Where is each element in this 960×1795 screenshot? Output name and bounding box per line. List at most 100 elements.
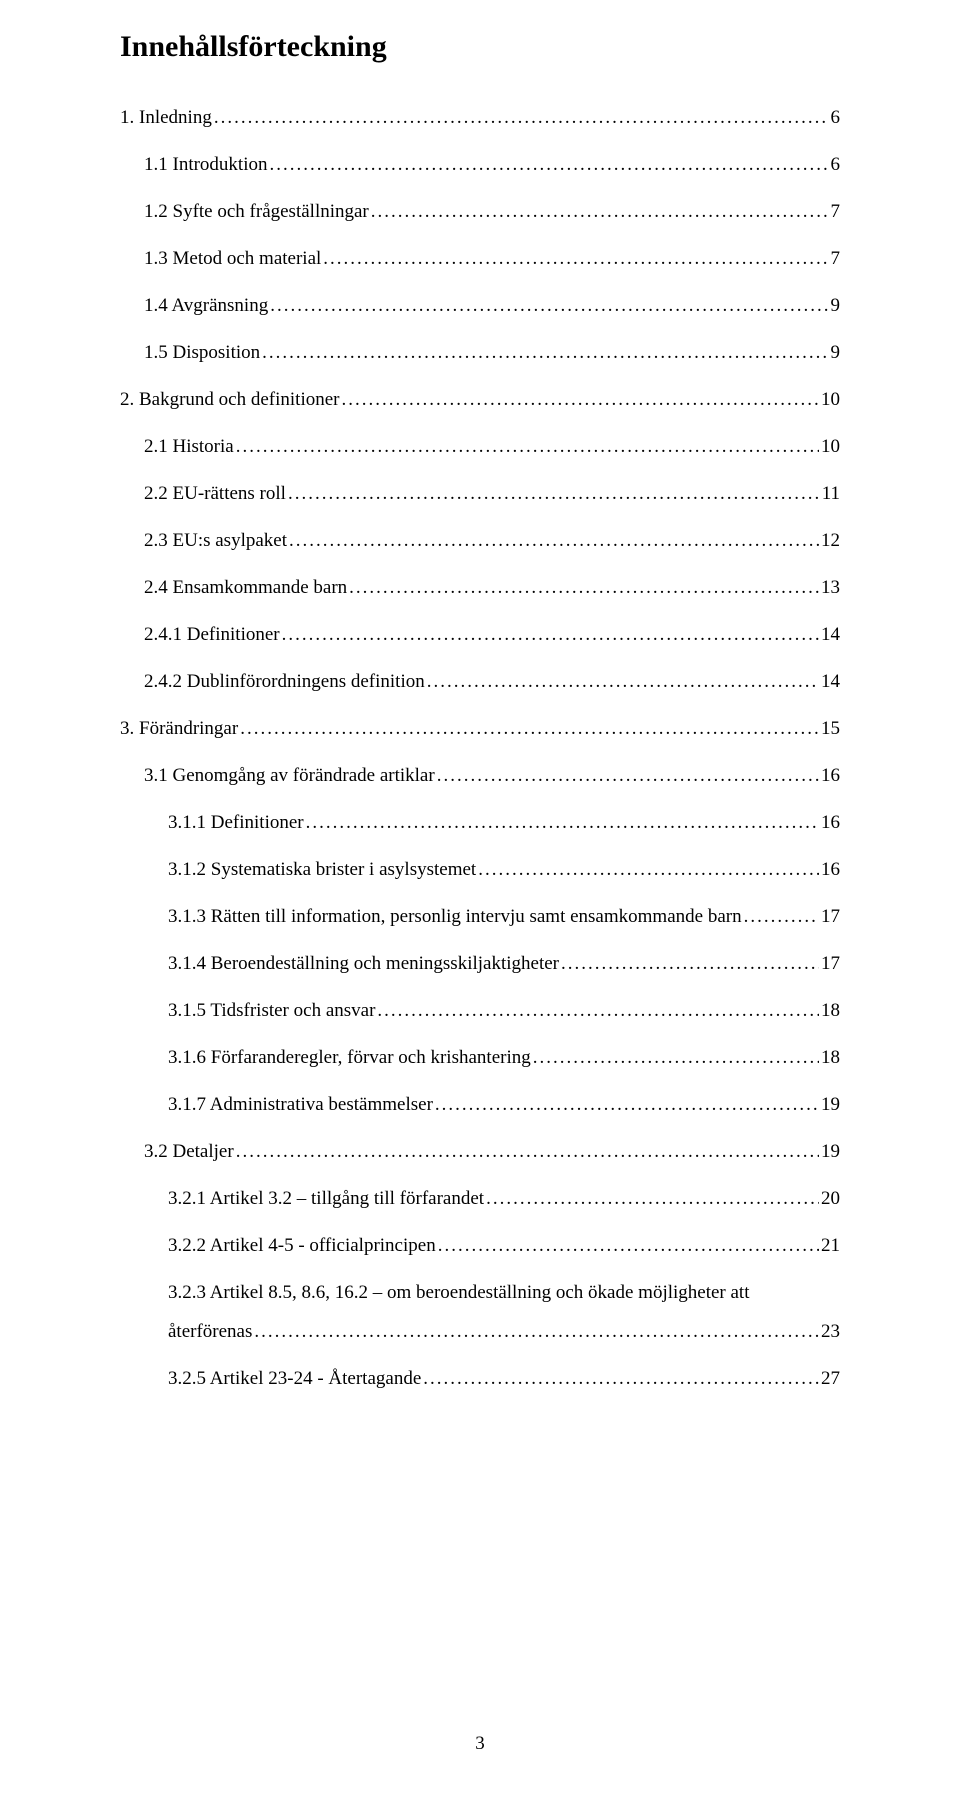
toc-entry-label: 2.4.2 Dublinförordningens definition	[144, 672, 425, 691]
toc-leader-dots	[236, 437, 819, 456]
toc-entry-page: 20	[821, 1189, 840, 1208]
toc-entry: 3.2.1 Artikel 3.2 – tillgång till förfar…	[120, 1189, 840, 1208]
toc-leader-dots	[438, 1236, 819, 1255]
toc-entry: 2.4.1 Definitioner14	[120, 625, 840, 644]
toc-entry-label: 1.4 Avgränsning	[144, 296, 268, 315]
toc-entry: 3.1.5 Tidsfrister och ansvar 18	[120, 1001, 840, 1020]
toc-entry: 3.2 Detaljer 19	[120, 1142, 840, 1161]
toc-leader-dots	[240, 719, 819, 738]
toc-entry-page: 9	[831, 343, 841, 362]
toc-entry: 2.4.2 Dublinförordningens definition14	[120, 672, 840, 691]
toc-leader-dots	[262, 343, 828, 362]
toc-entry: 3.2.3 Artikel 8.5, 8.6, 16.2 – om beroen…	[120, 1283, 840, 1302]
toc-leader-dots	[323, 249, 828, 268]
toc-entry: 3.1.7 Administrativa bestämmelser 19	[120, 1095, 840, 1114]
toc-entry-label: 3.1 Genomgång av förändrade artiklar	[144, 766, 435, 785]
toc-entry-label: 3.1.6 Förfaranderegler, förvar och krish…	[168, 1048, 531, 1067]
toc-list: 1. Inledning6 1.1 Introduktion 6 1.2 Syfte …	[120, 108, 840, 1388]
toc-entry-page: 10	[821, 437, 840, 456]
toc-entry-page: 7	[831, 249, 841, 268]
toc-entry: 2.2 EU-rättens roll11	[120, 484, 840, 503]
toc-entry-label: 2.4 Ensamkommande barn	[144, 578, 347, 597]
toc-entry: 1.2 Syfte och frågeställningar 7	[120, 202, 840, 221]
toc-entry-label: 2.3 EU:s asylpaket	[144, 531, 287, 550]
toc-entry: 3.2.5 Artikel 23-24 - Återtagande 27	[120, 1369, 840, 1388]
toc-entry: 3.1.3 Rätten till information, personlig…	[120, 907, 840, 926]
toc-entry-label: 3.1.1 Definitioner	[168, 813, 304, 832]
toc-entry: 3.1.6 Förfaranderegler, förvar och krish…	[120, 1048, 840, 1067]
toc-entry-page: 10	[821, 390, 840, 409]
toc-entry: 1. Inledning6	[120, 108, 840, 127]
toc-entry: 1.1 Introduktion 6	[120, 155, 840, 174]
toc-entry-label: 1.5 Disposition	[144, 343, 260, 362]
toc-leader-dots	[427, 672, 819, 691]
document-page: Innehållsförteckning 1. Inledning61.1 In…	[0, 0, 960, 1795]
toc-entry-page: 16	[821, 766, 840, 785]
toc-entry-label: 1. Inledning	[120, 108, 212, 127]
toc-entry-page: 13	[821, 578, 840, 597]
footer-page-number: 3	[0, 1733, 960, 1755]
toc-entry-page: 17	[821, 907, 840, 926]
toc-entry: 3.1.4 Beroendeställning och meningsskilj…	[120, 954, 840, 973]
toc-entry-label: 3.2.5 Artikel 23-24 - Återtagande	[168, 1369, 421, 1388]
toc-entry-label: 1.1 Introduktion	[144, 155, 268, 174]
toc-leader-dots	[270, 155, 829, 174]
toc-leader-dots	[349, 578, 819, 597]
toc-entry-page: 18	[821, 1001, 840, 1020]
toc-entry: 1.4 Avgränsning 9	[120, 296, 840, 315]
toc-leader-dots	[306, 813, 819, 832]
toc-entry-wrap: återförenas 23	[120, 1322, 840, 1341]
toc-entry-label: 3.1.7 Administrativa bestämmelser	[168, 1095, 433, 1114]
toc-leader-dots	[533, 1048, 819, 1067]
toc-entry-page: 16	[821, 860, 840, 879]
toc-entry-page: 15	[821, 719, 840, 738]
toc-entry-page: 21	[821, 1236, 840, 1255]
toc-leader-dots	[435, 1095, 819, 1114]
toc-entry-label: återförenas	[168, 1322, 252, 1341]
toc-entry: 3. Förändringar15	[120, 719, 840, 738]
toc-entry-page: 6	[831, 155, 841, 174]
toc-entry-label: 3.1.2 Systematiska brister i asylsysteme…	[168, 860, 476, 879]
toc-leader-dots	[270, 296, 828, 315]
toc-entry-label: 2.1 Historia	[144, 437, 234, 456]
toc-entry: 3.1.1 Definitioner 16	[120, 813, 840, 832]
toc-entry-label: 2. Bakgrund och definitioner	[120, 390, 340, 409]
toc-entry-page: 17	[821, 954, 840, 973]
toc-entry-page: 19	[821, 1095, 840, 1114]
toc-entry-label: 1.3 Metod och material	[144, 249, 321, 268]
toc-entry-label: 3.2.1 Artikel 3.2 – tillgång till förfar…	[168, 1189, 484, 1208]
toc-entry: 1.5 Disposition 9	[120, 343, 840, 362]
toc-leader-dots	[423, 1369, 819, 1388]
toc-leader-dots	[371, 202, 829, 221]
toc-leader-dots	[561, 954, 819, 973]
toc-leader-dots	[342, 390, 819, 409]
toc-leader-dots	[478, 860, 819, 879]
toc-leader-dots	[437, 766, 819, 785]
toc-title: Innehållsförteckning	[120, 30, 840, 64]
toc-entry-page: 27	[821, 1369, 840, 1388]
toc-leader-dots	[377, 1001, 819, 1020]
toc-entry-page: 9	[831, 296, 841, 315]
toc-entry: 3.1.2 Systematiska brister i asylsysteme…	[120, 860, 840, 879]
toc-entry-label: 2.4.1 Definitioner	[144, 625, 280, 644]
toc-entry-page: 19	[821, 1142, 840, 1161]
toc-entry-page: 12	[821, 531, 840, 550]
toc-leader-dots	[744, 907, 819, 926]
toc-entry: 2.4 Ensamkommande barn 13	[120, 578, 840, 597]
toc-entry-page: 23	[821, 1322, 840, 1341]
toc-entry-label: 3.2.2 Artikel 4-5 - officialprincipen	[168, 1236, 436, 1255]
toc-entry-label: 3.1.4 Beroendeställning och meningsskilj…	[168, 954, 559, 973]
toc-entry-label: 1.2 Syfte och frågeställningar	[144, 202, 369, 221]
toc-entry-page: 7	[831, 202, 841, 221]
toc-leader-dots	[486, 1189, 819, 1208]
toc-leader-dots	[289, 531, 819, 550]
toc-entry-page: 16	[821, 813, 840, 832]
toc-entry: 2.1 Historia 10	[120, 437, 840, 456]
toc-entry-label: 3.1.5 Tidsfrister och ansvar	[168, 1001, 375, 1020]
toc-entry-label: 3.1.3 Rätten till information, personlig…	[168, 907, 742, 926]
toc-entry: 2. Bakgrund och definitioner 10	[120, 390, 840, 409]
toc-entry-label: 3.2.3 Artikel 8.5, 8.6, 16.2 – om beroen…	[168, 1283, 750, 1302]
toc-leader-dots	[282, 625, 819, 644]
toc-entry-label: 3.2 Detaljer	[144, 1142, 234, 1161]
toc-entry-page: 11	[822, 484, 840, 503]
